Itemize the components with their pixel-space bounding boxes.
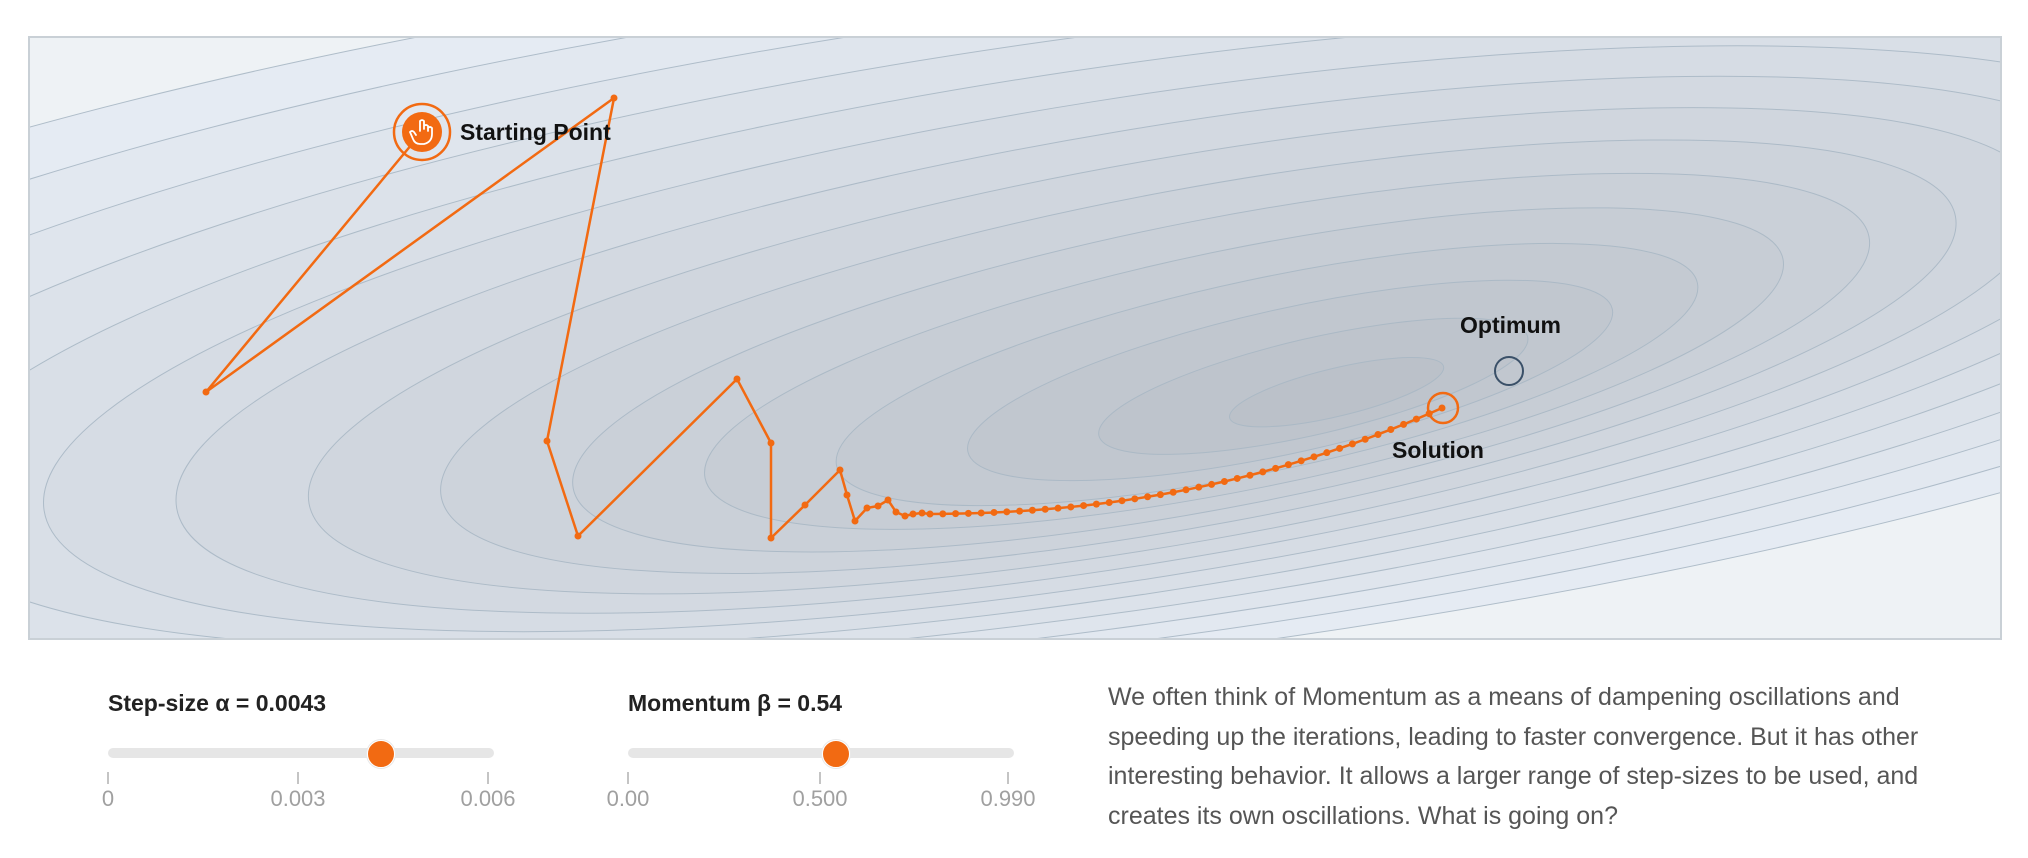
momentum-tick [1007, 772, 1009, 784]
path-point [1412, 415, 1420, 423]
contour-line [1228, 356, 1445, 428]
path-point [1003, 508, 1011, 516]
path-point [892, 508, 900, 516]
path-point [884, 496, 892, 504]
path-point [909, 510, 917, 518]
path-point [767, 534, 775, 542]
path-point [1028, 506, 1036, 514]
step-size-tick-label: 0 [101, 786, 115, 811]
momentum-tick-label: 0.00 [606, 786, 650, 811]
path-point [1080, 502, 1088, 510]
hand-pointer-icon [409, 119, 433, 145]
solution-label: Solution [1392, 437, 1484, 463]
path-point [1361, 435, 1369, 443]
momentum-track[interactable] [628, 748, 1014, 758]
path-point [836, 466, 844, 474]
path-point [952, 510, 960, 518]
path-point [1400, 420, 1408, 428]
contour-plot [30, 38, 2000, 638]
optimum-label: Optimum [1460, 312, 1561, 338]
path-point [1323, 449, 1331, 457]
path-point [874, 502, 882, 510]
path-point [1220, 478, 1228, 486]
path-point [851, 517, 859, 525]
starting-point-label: Starting Point [460, 119, 611, 145]
momentum-visualization[interactable]: Starting Point Optimum Solution [28, 36, 2002, 640]
path-point [939, 510, 947, 518]
path-point [918, 509, 926, 517]
path-point [1041, 505, 1049, 513]
path-point [1284, 461, 1292, 469]
path-point [1348, 440, 1356, 448]
path-point [610, 94, 618, 102]
path-point [977, 509, 985, 517]
path-point [843, 491, 851, 499]
path-point [863, 504, 871, 512]
momentum-tick-label: 0.500 [792, 786, 848, 811]
path-point [1374, 430, 1382, 438]
path-point [1310, 453, 1318, 461]
path-point [1131, 495, 1139, 503]
path-point [1438, 404, 1446, 412]
path-point [1144, 493, 1152, 501]
path-point [543, 437, 551, 445]
optimum-marker [1494, 356, 1524, 386]
momentum-tick [819, 772, 821, 784]
path-point [733, 375, 741, 383]
momentum-tick [627, 772, 629, 784]
step-size-tick-label: 0.006 [460, 786, 516, 811]
path-point [1118, 497, 1126, 505]
path-point [990, 508, 998, 516]
path-point [1195, 483, 1203, 491]
path-point [1105, 498, 1113, 506]
path-point [1156, 491, 1164, 499]
path-point [1336, 444, 1344, 452]
path-point [1233, 474, 1241, 482]
path-point [1387, 426, 1395, 434]
path-point [202, 388, 210, 396]
step-size-label: Step-size α = 0.0043 [108, 690, 327, 716]
path-point [1016, 507, 1024, 515]
step-size-track[interactable] [108, 748, 494, 758]
path-point [964, 509, 972, 517]
path-point [1208, 480, 1216, 488]
path-point [1182, 486, 1190, 494]
step-size-tick [297, 772, 299, 784]
starting-point-handle[interactable] [392, 102, 452, 162]
momentum-label: Momentum β = 0.54 [628, 690, 843, 716]
path-point [1297, 457, 1305, 465]
path-point [574, 532, 582, 540]
path-point [1169, 488, 1177, 496]
momentum-tick-label: 0.990 [980, 786, 1036, 811]
path-point [901, 512, 909, 520]
path-point [1272, 464, 1280, 472]
path-point [1067, 503, 1075, 511]
path-point [926, 510, 934, 518]
gradient-descent-path [202, 94, 1446, 542]
path-point [1092, 500, 1100, 508]
step-size-tick-label: 0.003 [270, 786, 326, 811]
step-size-thumb[interactable] [367, 740, 396, 768]
step-size-tick [487, 772, 489, 784]
solution-marker [1426, 391, 1460, 425]
description-text: We often think of Momentum as a means of… [1108, 683, 1919, 830]
step-size-tick [107, 772, 109, 784]
momentum-thumb[interactable] [822, 740, 851, 768]
path-point [767, 439, 775, 447]
path-point [801, 501, 809, 509]
path-point [1054, 504, 1062, 512]
path-point [1259, 468, 1267, 476]
path-point [1246, 471, 1254, 479]
